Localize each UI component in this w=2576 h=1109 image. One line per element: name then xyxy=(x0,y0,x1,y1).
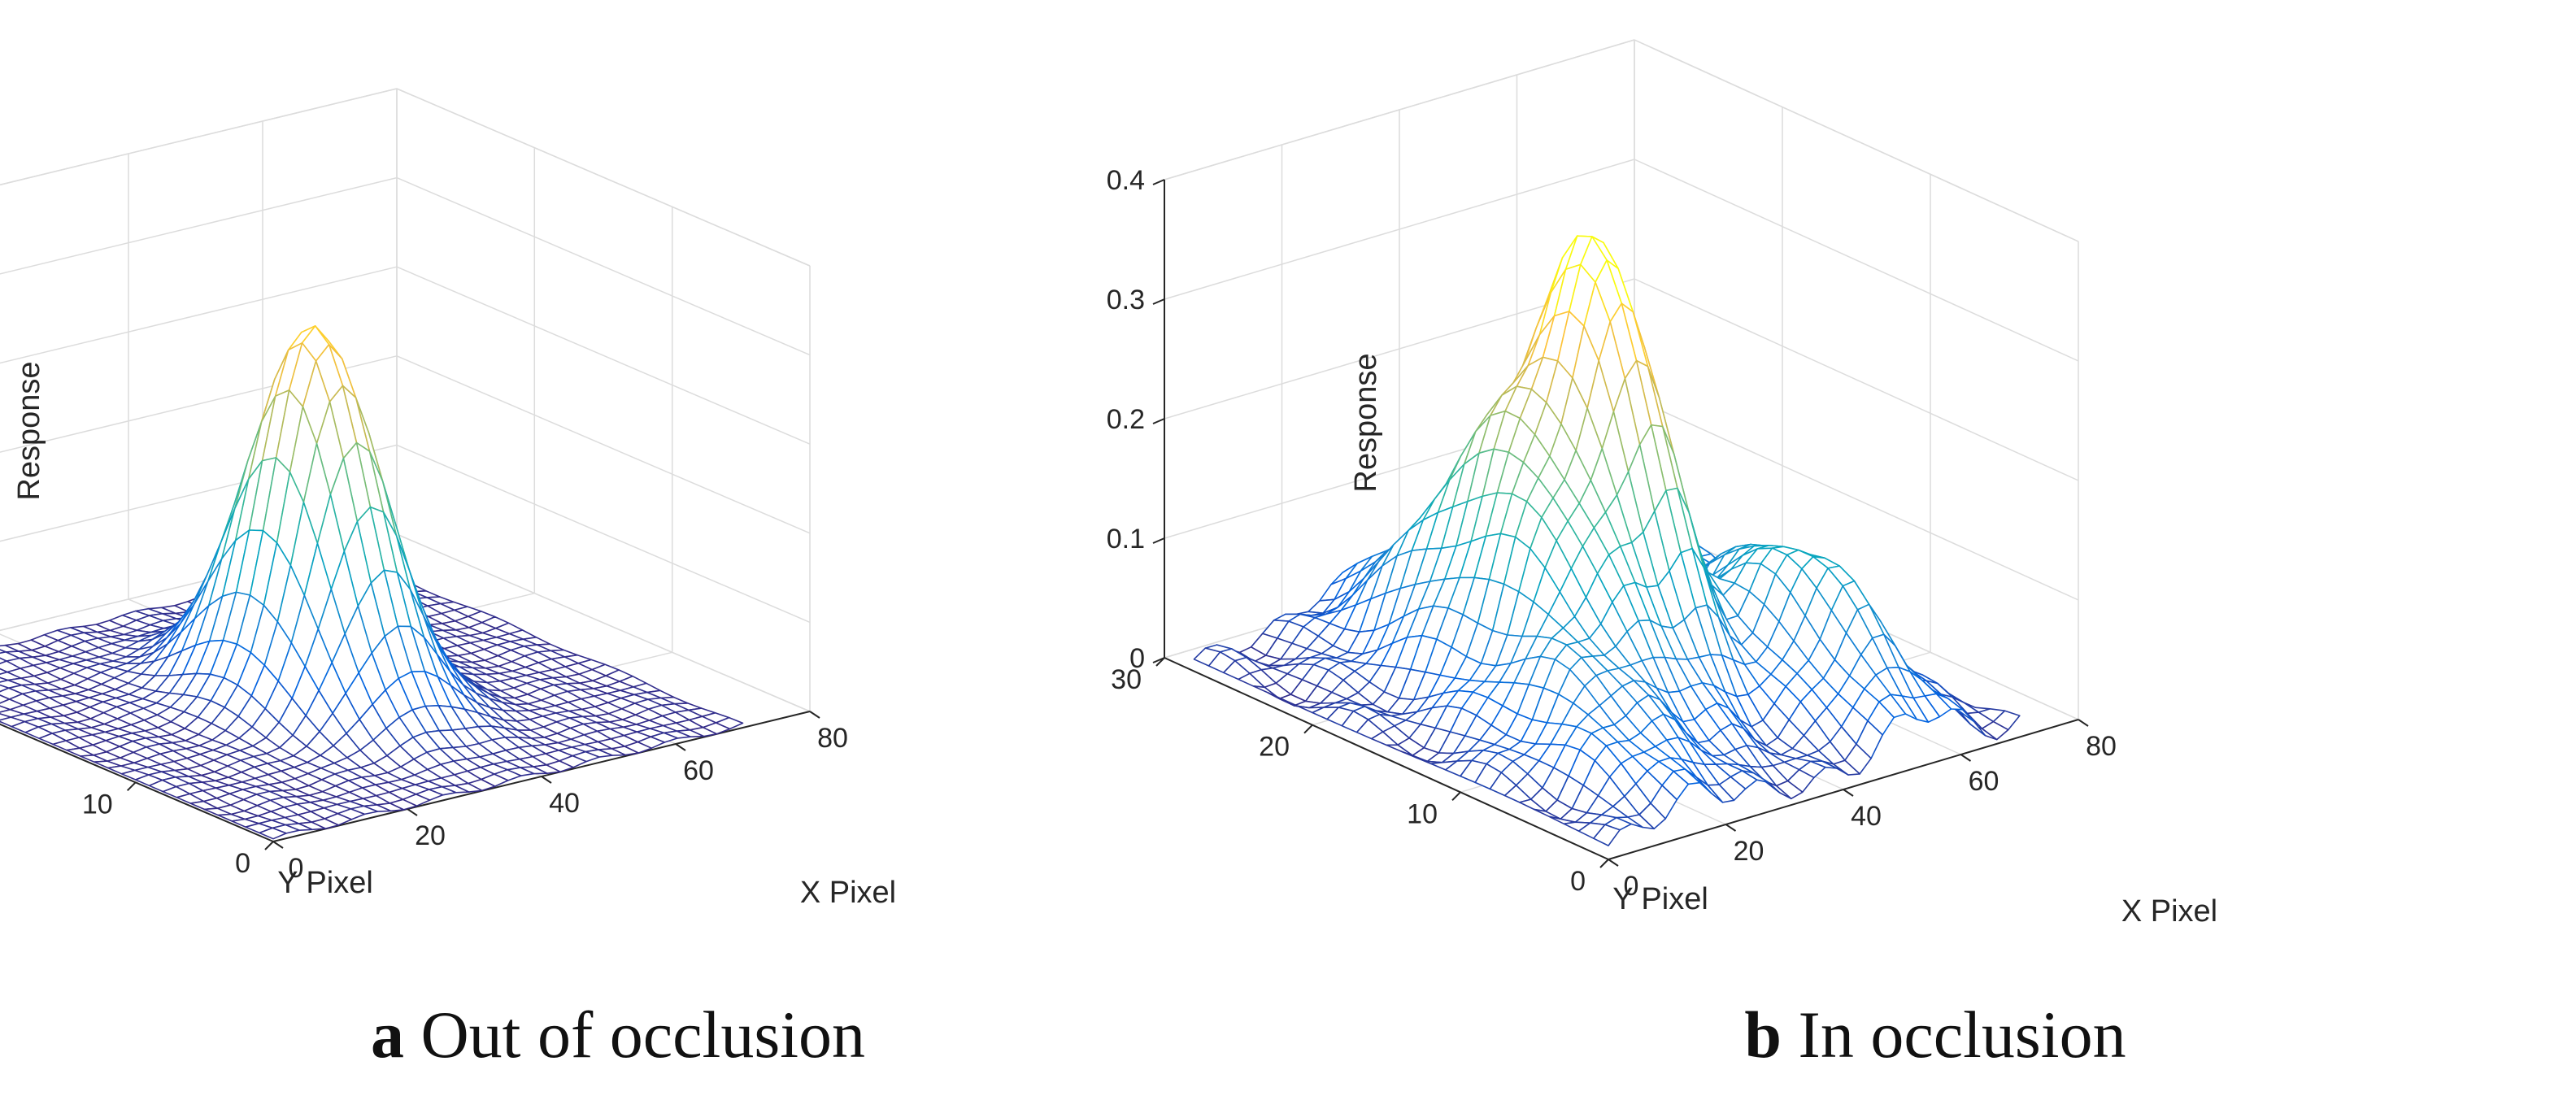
panel-a-surface-mesh xyxy=(0,325,744,840)
y-axis-line xyxy=(0,723,274,842)
panel-a-ticks: 00.20.40.60.810102030020406080 xyxy=(82,711,848,884)
x-tick-mark xyxy=(1608,859,1619,867)
side-wall-gridline-z xyxy=(396,266,811,445)
panel-b-x-axis-label: X Pixel xyxy=(2121,894,2217,929)
y-tick-label: 10 xyxy=(82,789,113,820)
box-top-edge xyxy=(1634,39,2079,242)
x-tick-mark xyxy=(1843,789,1854,797)
panel-a-z-axis-label: Response xyxy=(12,361,46,500)
x-tick-label: 20 xyxy=(1734,836,1764,867)
side-wall-gridline-z xyxy=(396,176,811,356)
y-tick-label: 30 xyxy=(1111,664,1142,695)
x-tick-label: 80 xyxy=(817,723,848,754)
panel-a-y-axis-label: Y Pixel xyxy=(277,866,373,900)
y-tick-label: 0 xyxy=(1570,866,1586,897)
back-wall-gridline-z xyxy=(0,266,398,364)
z-tick-mark xyxy=(1152,418,1165,424)
x-tick-mark xyxy=(541,776,552,784)
y-axis-line xyxy=(1164,657,1609,860)
z-tick-label: 0.4 xyxy=(1107,165,1145,196)
z-tick-mark xyxy=(1152,537,1165,544)
panel-b-y-axis-label: Y Pixel xyxy=(1612,882,1708,916)
panel-b-z-axis-label: Response xyxy=(1349,353,1383,492)
x-tick-label: 20 xyxy=(415,820,446,851)
y-tick-label: 10 xyxy=(1407,798,1438,829)
z-tick-label: 0.3 xyxy=(1107,285,1145,315)
z-tick-label: 0.1 xyxy=(1107,524,1145,554)
panel-a-caption: a Out of occlusion xyxy=(371,998,865,1072)
y-tick-mark xyxy=(1303,724,1313,734)
box-top-edge xyxy=(0,88,398,186)
panel-a-caption-letter: a xyxy=(371,998,404,1072)
panel-a-caption-title: Out of occlusion xyxy=(420,998,865,1072)
x-tick-mark xyxy=(272,841,284,849)
x-tick-mark xyxy=(1725,824,1737,832)
box-top-edge xyxy=(1164,39,1635,180)
x-tick-label: 40 xyxy=(1851,801,1882,832)
y-tick-mark xyxy=(1155,657,1165,667)
y-tick-label: 20 xyxy=(1259,732,1290,763)
y-tick-label: 0 xyxy=(235,848,250,879)
surface-mesh-cell xyxy=(259,827,287,840)
side-wall-gridline-z xyxy=(396,533,811,712)
z-tick-mark xyxy=(1152,179,1165,185)
box-top-edge xyxy=(396,88,811,267)
y-tick-mark xyxy=(1599,859,1609,868)
panel-a-x-axis-label: X Pixel xyxy=(800,876,896,910)
x-tick-label: 80 xyxy=(2086,731,2117,762)
panel-a-surface-plot: 00.20.40.60.810102030020406080 Response … xyxy=(0,88,896,1072)
x-tick-mark xyxy=(675,743,686,751)
x-tick-label: 0 xyxy=(289,853,304,884)
x-tick-label: 60 xyxy=(1969,766,1999,797)
y-tick-mark xyxy=(126,781,137,792)
x-tick-label: 0 xyxy=(1624,871,1639,902)
panel-b-caption-title: In occlusion xyxy=(1799,998,2126,1072)
y-tick-mark xyxy=(264,841,274,850)
z-tick-label: 0 xyxy=(1129,643,1145,674)
x-tick-mark xyxy=(1960,754,1972,762)
panel-b-caption-letter: b xyxy=(1744,998,1782,1072)
x-tick-label: 60 xyxy=(683,755,714,786)
side-wall-gridline-z xyxy=(396,444,811,624)
side-wall-gridline-z xyxy=(396,355,811,534)
side-wall-gridline-z xyxy=(1634,398,2079,601)
x-tick-mark xyxy=(809,711,820,719)
z-tick-mark xyxy=(1152,298,1165,305)
panel-b-surface-mesh xyxy=(1193,235,2021,846)
side-wall-gridline-z xyxy=(1634,278,2079,481)
x-tick-label: 40 xyxy=(549,788,580,819)
back-wall-gridline-z xyxy=(1164,159,1635,300)
panel-b-caption: b In occlusion xyxy=(1744,998,2126,1072)
back-wall-gridline-z xyxy=(0,88,398,186)
z-tick-label: 0.2 xyxy=(1107,404,1145,435)
back-wall-gridline-z xyxy=(0,176,398,275)
y-tick-mark xyxy=(1451,791,1461,802)
surface-mesh-cell xyxy=(1593,824,1621,846)
x-tick-mark xyxy=(2078,719,2089,727)
side-wall-gridline-z xyxy=(1634,159,2079,362)
x-tick-mark xyxy=(407,808,418,816)
